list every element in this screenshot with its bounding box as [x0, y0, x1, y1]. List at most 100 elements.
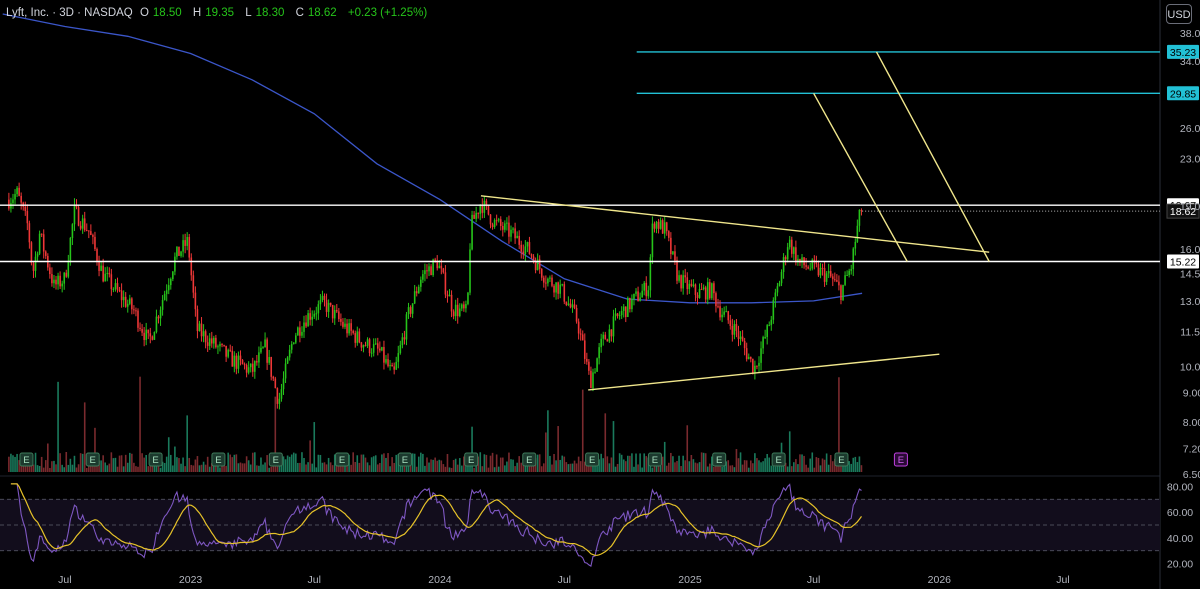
volume-bar — [210, 463, 213, 472]
earnings-marker[interactable]: E — [19, 452, 34, 467]
earnings-badge[interactable] — [893, 452, 908, 467]
earnings-badge[interactable] — [85, 452, 100, 467]
trendline[interactable] — [480, 195, 990, 253]
candle-body — [758, 362, 760, 367]
earnings-letter: E — [775, 455, 781, 466]
earnings-badge[interactable] — [397, 452, 412, 467]
earnings-badge[interactable] — [771, 452, 786, 467]
candle-body — [280, 389, 283, 399]
earnings-marker[interactable]: E — [712, 452, 727, 467]
volume-bar — [481, 466, 484, 472]
level-price-tag[interactable] — [1167, 44, 1199, 59]
high-label: H — [192, 7, 202, 19]
earnings-marker[interactable]: E — [85, 452, 100, 467]
earnings-marker[interactable]: E — [268, 452, 283, 467]
candle-body — [532, 256, 535, 261]
earnings-badge[interactable] — [834, 452, 849, 467]
rsi-signal-line — [10, 483, 862, 556]
earnings-marker[interactable]: E — [893, 452, 908, 467]
earnings-badge[interactable] — [19, 452, 34, 467]
time-axis[interactable]: Jul 2023 Jul 2024 Jul 2025 Jul 2026 Jul — [58, 574, 1070, 586]
candle-body — [596, 358, 598, 372]
earnings-marker[interactable]: E — [211, 452, 226, 467]
earnings-marker[interactable]: E — [397, 452, 412, 467]
candle-body — [368, 339, 371, 354]
volume-bar — [784, 462, 787, 472]
candle-body — [598, 347, 600, 359]
trendline[interactable] — [813, 92, 908, 262]
trendlines[interactable] — [480, 51, 990, 391]
volume-bar — [71, 464, 74, 472]
earnings-badge[interactable] — [585, 452, 600, 467]
trendline[interactable] — [588, 353, 940, 391]
candle-body — [461, 304, 463, 309]
volume-bar — [637, 464, 639, 472]
earnings-badge[interactable] — [211, 452, 226, 467]
earnings-badge[interactable] — [712, 452, 727, 467]
volume-bar — [774, 466, 777, 472]
last-price-tag[interactable] — [1166, 203, 1200, 219]
candle-body — [561, 284, 564, 286]
candle-body — [153, 331, 156, 340]
candle-body — [90, 231, 92, 235]
volume-bar — [225, 465, 227, 472]
volume-bar — [22, 462, 25, 472]
candle-body — [499, 219, 502, 227]
earnings-marker[interactable]: E — [464, 452, 479, 467]
earnings-marker[interactable]: E — [647, 452, 662, 467]
earnings-badge[interactable] — [268, 452, 283, 467]
level-price-tag[interactable] — [1167, 86, 1199, 101]
candle-body — [481, 204, 484, 213]
volume-bar — [565, 462, 568, 472]
volume-bar — [860, 465, 863, 472]
earnings-badge[interactable] — [335, 452, 350, 467]
volume-bar — [559, 459, 561, 472]
change-value: +0.23 (+1.25%) — [347, 7, 428, 19]
candle-body — [44, 251, 47, 256]
candle-body — [670, 237, 672, 255]
candle-body — [782, 257, 785, 272]
rsi-axis: 80.00 60.00 40.00 20.00 — [1167, 481, 1193, 570]
earnings-badge[interactable] — [464, 452, 479, 467]
volume-bar — [567, 464, 570, 472]
candle-body — [643, 282, 646, 291]
earnings-marker[interactable]: E — [148, 452, 163, 467]
candle-body — [854, 241, 857, 249]
earnings-marker[interactable]: E — [771, 452, 786, 467]
price-axis[interactable]: 35.2329.8519.0715.2218.6238.0034.0026.00… — [1166, 28, 1200, 481]
candle-body — [254, 361, 256, 372]
earnings-marker[interactable]: E — [335, 452, 350, 467]
candle-body — [165, 290, 168, 294]
volume-bar — [335, 460, 338, 472]
currency-button[interactable]: USD — [1166, 4, 1192, 24]
earnings-marker[interactable]: E — [585, 452, 600, 467]
level-price-tag[interactable] — [1167, 254, 1199, 269]
volume-bar — [254, 452, 256, 472]
volume-bar — [594, 463, 596, 472]
candle-body — [776, 286, 779, 293]
candle-body — [393, 366, 395, 370]
earnings-marker[interactable]: E — [834, 452, 849, 467]
earnings-marker[interactable]: E — [522, 452, 537, 467]
candle-body — [836, 280, 838, 282]
volume-bar — [444, 466, 447, 472]
volume-bar — [477, 456, 480, 472]
moving-average — [2, 13, 863, 304]
volume-bar — [680, 466, 682, 472]
volume-bar — [36, 465, 39, 472]
candle-body — [20, 195, 22, 203]
candle-body — [28, 223, 31, 243]
trendline[interactable] — [875, 51, 990, 262]
volume-bar — [645, 456, 648, 472]
candle-body — [762, 337, 764, 349]
earnings-letter: E — [468, 455, 474, 466]
time-tick-label: Jul — [807, 574, 820, 586]
earnings-badge[interactable] — [522, 452, 537, 467]
earnings-badge[interactable] — [647, 452, 662, 467]
candle-body — [206, 342, 209, 346]
earnings-badge[interactable] — [148, 452, 163, 467]
volume-bar — [243, 463, 246, 472]
volume-bar — [249, 464, 252, 472]
